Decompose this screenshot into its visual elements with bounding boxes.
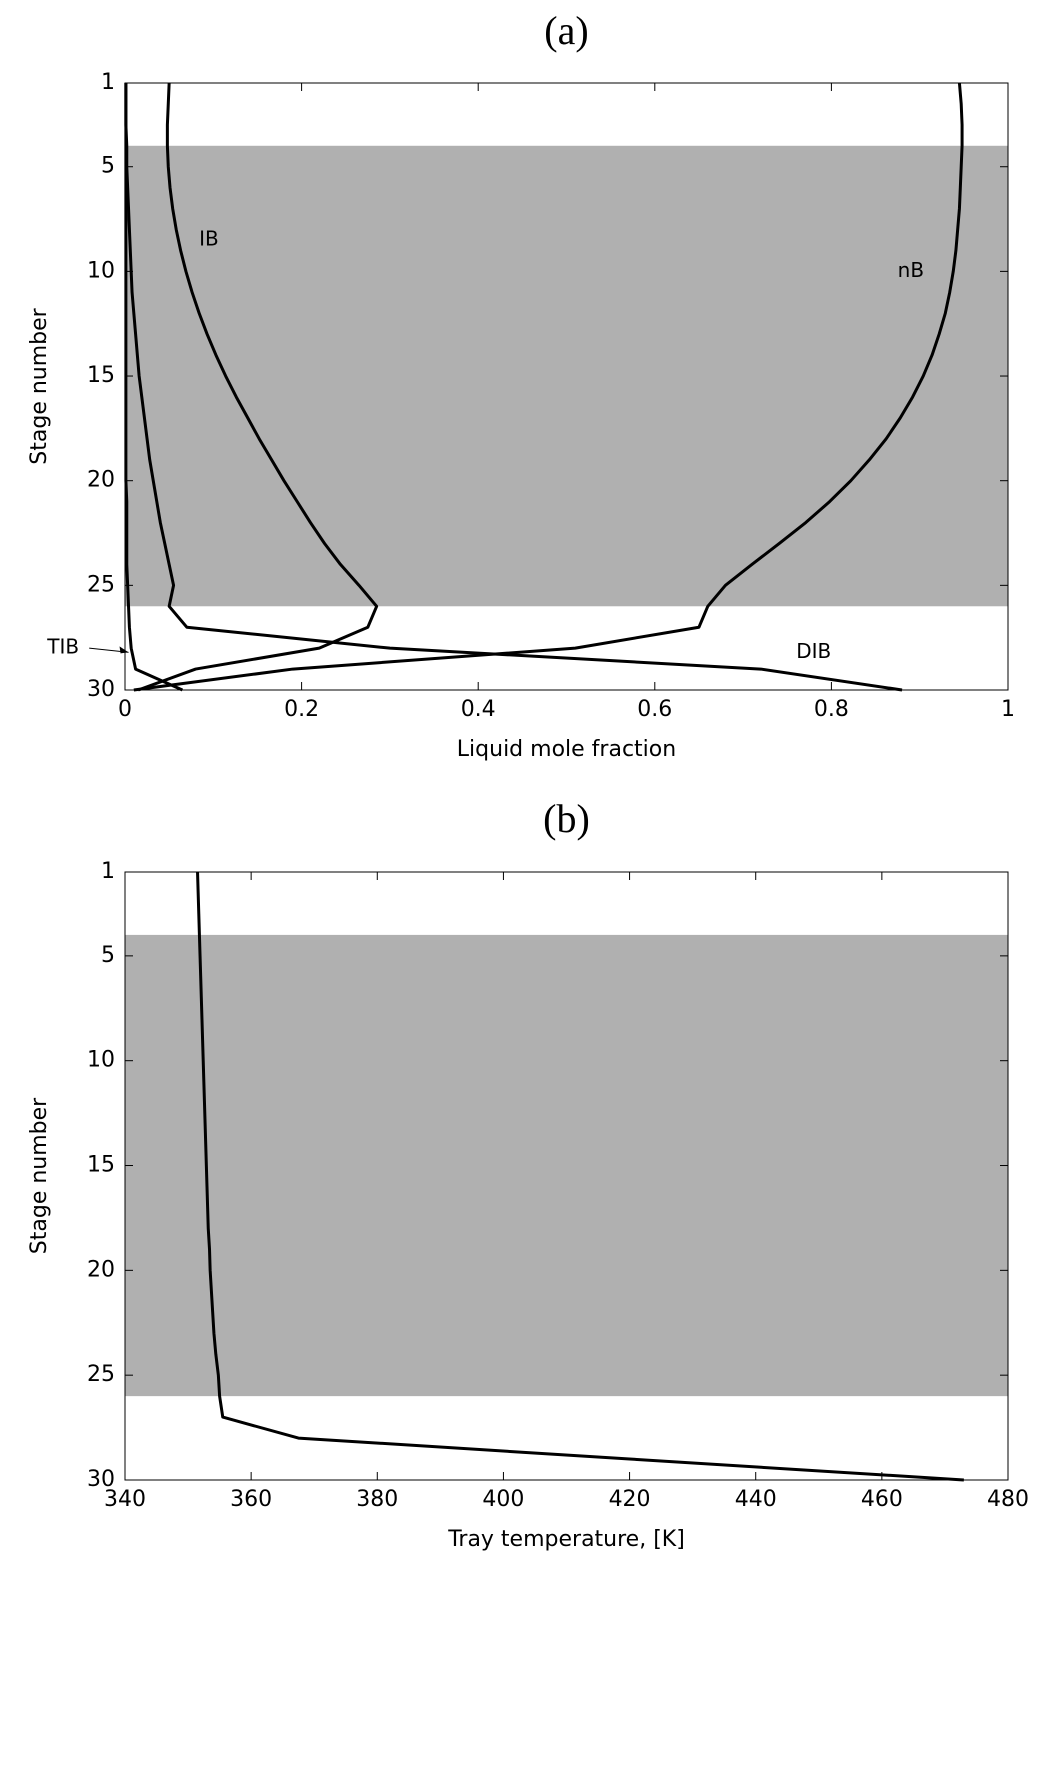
x-tick-label: 0.6 <box>637 697 672 722</box>
y-tick-label: 25 <box>87 1362 115 1387</box>
y-tick-label: 20 <box>87 468 115 493</box>
x-tick-label: 0.2 <box>284 697 319 722</box>
series-label: TIB <box>46 635 79 659</box>
series-line <box>133 82 964 692</box>
x-tick-label: 0.8 <box>814 697 849 722</box>
y-tick-label: 30 <box>87 1467 115 1492</box>
shaded-region <box>125 934 1008 1397</box>
x-tick-label: 380 <box>356 1487 398 1512</box>
series-line <box>196 871 964 1482</box>
y-tick-label: 10 <box>87 258 115 283</box>
series-line <box>124 83 184 692</box>
annotation-arrowhead <box>119 646 129 654</box>
shaded-region <box>125 145 1008 607</box>
y-tick-label: 30 <box>87 677 115 702</box>
x-tick-label: 360 <box>230 1487 272 1512</box>
y-tick-label: 15 <box>87 1153 115 1178</box>
y-tick-label: 25 <box>87 572 115 597</box>
series-line <box>124 83 903 692</box>
x-tick-label: 440 <box>735 1487 777 1512</box>
series-line <box>137 82 379 692</box>
y-tick-label: 1 <box>101 70 115 95</box>
series-label: IB <box>199 226 219 250</box>
y-tick-label: 5 <box>101 154 115 179</box>
x-axis-label: Tray temperature, [K] <box>447 1527 685 1552</box>
y-tick-label: 15 <box>87 363 115 388</box>
y-tick-label: 10 <box>87 1048 115 1073</box>
x-tick-label: 480 <box>987 1487 1029 1512</box>
y-axis-label: Stage number <box>27 307 52 464</box>
x-tick-label: 420 <box>609 1487 651 1512</box>
y-tick-label: 20 <box>87 1257 115 1282</box>
y-axis-label: Stage number <box>27 1097 52 1254</box>
series-label: nB <box>898 258 924 282</box>
series-label: DIB <box>796 639 831 663</box>
panel-title: (a) <box>544 8 588 53</box>
y-tick-label: 1 <box>101 859 115 884</box>
x-tick-label: 0 <box>118 697 132 722</box>
panel-title: (b) <box>543 796 590 841</box>
x-tick-label: 340 <box>104 1487 146 1512</box>
plot-frame <box>124 871 1009 1481</box>
x-tick-label: 1 <box>1001 697 1015 722</box>
x-tick-label: 0.4 <box>461 697 496 722</box>
y-tick-label: 5 <box>101 943 115 968</box>
x-axis-label: Liquid mole fraction <box>457 737 676 762</box>
x-tick-label: 460 <box>861 1487 903 1512</box>
x-tick-label: 400 <box>482 1487 524 1512</box>
